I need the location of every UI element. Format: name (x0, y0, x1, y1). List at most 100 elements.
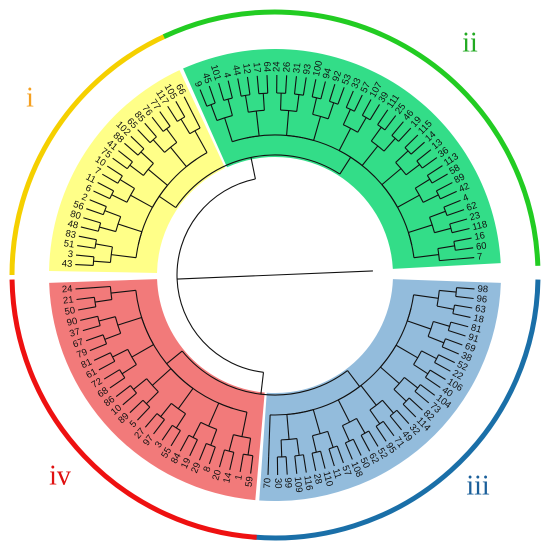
branch (413, 364, 429, 375)
branch (80, 315, 98, 321)
leaf-label: 68 (96, 385, 111, 400)
branch (122, 392, 137, 406)
branch (250, 157, 256, 180)
branch (270, 307, 412, 416)
branch (336, 445, 344, 464)
branch (337, 87, 345, 105)
branch (145, 391, 159, 405)
leaf-label: 58 (447, 162, 462, 177)
branch (129, 399, 144, 414)
branch (286, 110, 290, 136)
leaf-label: 53 (340, 73, 354, 87)
branch (328, 445, 338, 450)
branch (342, 109, 351, 126)
leaf-label: 79 (75, 347, 89, 361)
branch (250, 455, 254, 474)
branches (75, 75, 475, 475)
leaf-label: 22 (450, 368, 465, 383)
leaf-label: 10 (93, 154, 108, 169)
leaf-label: 33 (349, 76, 363, 90)
branch (345, 90, 354, 108)
leaf-label: 14 (221, 471, 234, 484)
branch (189, 439, 198, 457)
branch (93, 352, 111, 361)
cluster-label: ii (462, 27, 478, 58)
branch (311, 435, 317, 453)
branch (82, 325, 101, 332)
leaf-label: 98 (477, 284, 488, 296)
branch (395, 344, 418, 359)
branch (151, 116, 164, 132)
branch (296, 94, 300, 112)
leaf-label: 92 (331, 70, 345, 83)
branch (98, 316, 116, 322)
branch (352, 439, 362, 456)
leaf-label: 20 (210, 469, 224, 482)
cluster-arc (9, 32, 170, 276)
branch (395, 150, 409, 163)
branch (241, 412, 248, 437)
branch (111, 254, 137, 259)
branch (433, 320, 450, 327)
branch (85, 334, 104, 342)
branch (147, 168, 168, 186)
branch (97, 222, 102, 232)
branch (320, 451, 326, 469)
branch (429, 369, 446, 380)
leaf-label: 6 (84, 183, 93, 195)
branch (360, 385, 377, 406)
branch (405, 164, 420, 176)
leaf-label: 67 (71, 337, 85, 351)
branch (347, 370, 361, 387)
leaf-label: 18 (472, 313, 485, 326)
branch (396, 409, 410, 424)
branch (320, 81, 326, 100)
branch (312, 97, 318, 115)
leaf-label: 80 (69, 209, 82, 223)
leaf-label: 57 (359, 80, 374, 94)
branch (101, 173, 119, 184)
branch (199, 89, 208, 107)
leaf-label: 11 (330, 467, 343, 480)
branch (375, 426, 387, 442)
leaf-label: 57 (339, 464, 353, 478)
branch (345, 438, 354, 444)
leaf-label: 86 (102, 394, 117, 409)
branch (404, 147, 412, 155)
leaf-label: 52 (455, 359, 469, 374)
branch (210, 429, 218, 446)
branch (208, 402, 220, 427)
branch (115, 385, 131, 397)
branch (425, 376, 441, 389)
leaf-label: 44 (230, 64, 243, 76)
branch (86, 208, 104, 216)
leaf-label: 101 (208, 63, 223, 81)
branch (369, 409, 381, 425)
leaf-label: 52 (375, 446, 390, 461)
branch (76, 296, 95, 301)
branch (109, 352, 116, 362)
branch (114, 316, 122, 334)
branch (337, 399, 351, 423)
branch (445, 338, 463, 346)
branch (422, 194, 439, 203)
branch (361, 145, 379, 166)
branch (377, 124, 386, 131)
branch (119, 179, 135, 189)
branch (93, 260, 111, 263)
leaf-label: 51 (63, 238, 75, 250)
branch (280, 93, 282, 111)
branch (456, 257, 475, 260)
branch (420, 384, 436, 396)
branch (421, 350, 437, 360)
branch (161, 424, 173, 441)
branch (142, 399, 151, 408)
branch (377, 109, 389, 125)
branch (397, 194, 420, 208)
branch (286, 414, 290, 440)
branch (389, 415, 402, 431)
leaf-label: 30 (272, 478, 283, 489)
leaf-label: 4 (221, 71, 233, 79)
